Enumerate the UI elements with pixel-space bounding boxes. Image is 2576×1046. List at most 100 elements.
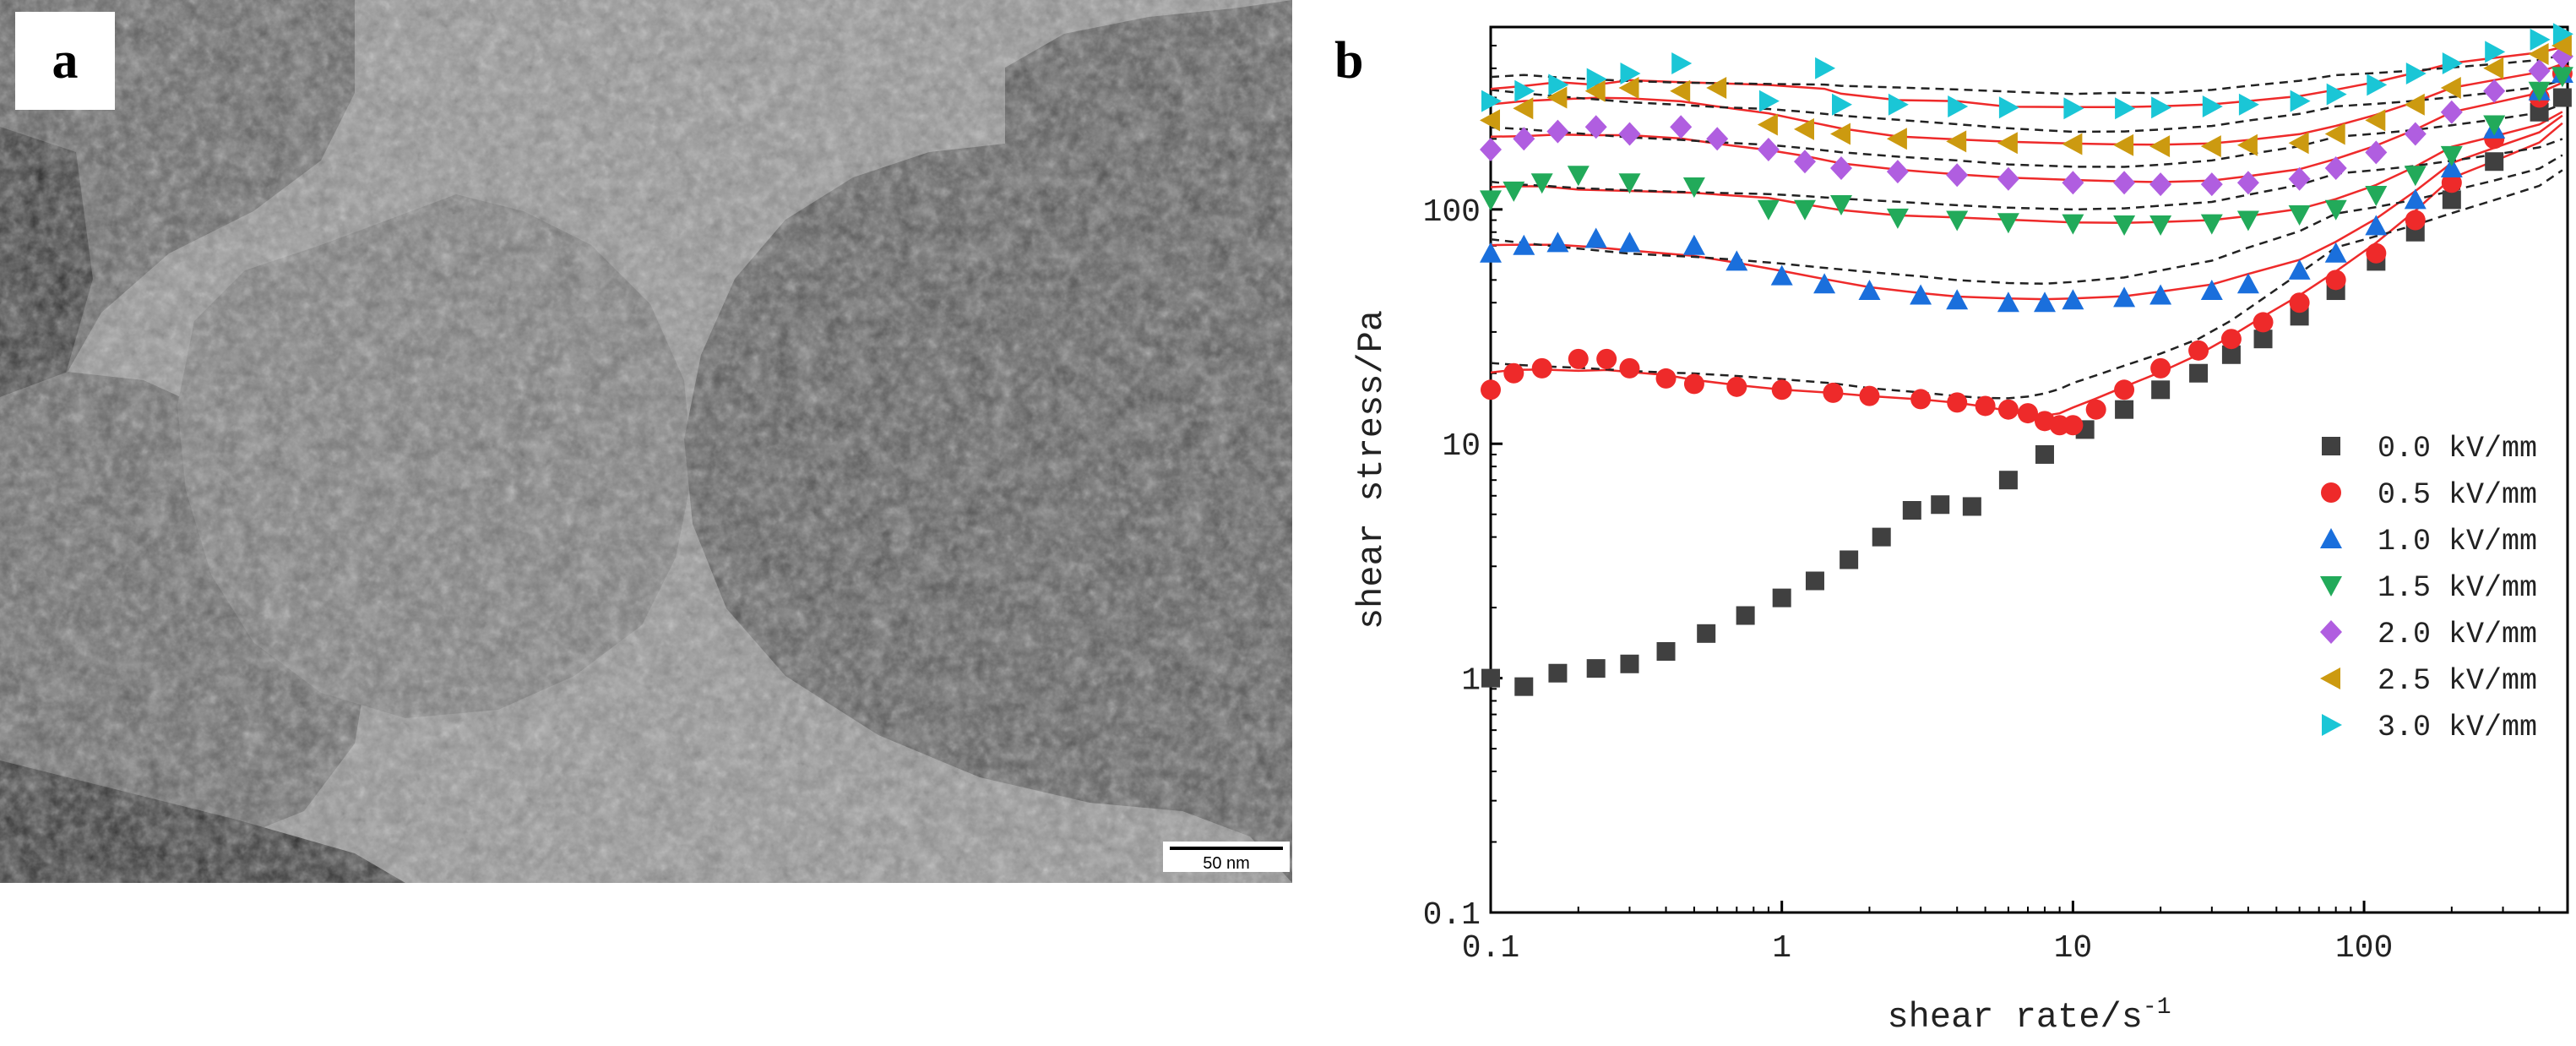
series-1.5-kv <box>1480 67 2573 236</box>
data-point <box>2528 43 2549 65</box>
legend-marker <box>2321 482 2341 503</box>
data-point <box>1514 677 1534 696</box>
data-point <box>1531 357 1552 379</box>
data-point <box>1946 289 1969 310</box>
data-point <box>1736 606 1755 625</box>
data-point <box>1975 395 1996 417</box>
data-point <box>2324 199 2347 221</box>
data-point <box>1697 624 1716 643</box>
data-point <box>2326 83 2347 106</box>
tem-micrograph: a 50 nm <box>0 0 1292 883</box>
data-point <box>2200 280 2223 300</box>
x-tick-label: 0.1 <box>1462 930 1519 967</box>
shear-stress-chart: b 0.1 1 10 100 0.1 1 10 100 0.0 kV/mm 0.5 kV/mm… <box>1334 23 2573 1038</box>
fit-curve-dashed <box>1490 138 2563 211</box>
data-point <box>2149 215 2172 236</box>
data-point <box>2440 100 2463 124</box>
data-point <box>1683 373 1704 395</box>
data-point <box>2324 123 2345 145</box>
data-point <box>1682 177 1705 198</box>
plot-frame <box>1489 25 2569 914</box>
series-2.0-kv <box>1480 44 2573 197</box>
data-point <box>1618 173 1641 194</box>
data-point <box>1620 63 1641 84</box>
x-tick-label: 10 <box>2054 930 2093 967</box>
series-2.5-kv <box>1480 35 2572 158</box>
data-point <box>1813 273 1836 294</box>
data-point <box>2324 242 2347 263</box>
data-point <box>2367 74 2388 96</box>
data-point <box>1888 93 1909 116</box>
data-point <box>1770 264 1793 286</box>
data-point <box>1618 122 1641 146</box>
data-point <box>2115 400 2134 419</box>
x-axis-title-superscript: -1 <box>2143 994 2171 1021</box>
data-point <box>1586 659 1606 678</box>
data-point <box>1584 227 1607 248</box>
data-point <box>1682 234 1705 255</box>
data-point <box>2034 291 2056 313</box>
data-point <box>2035 444 2054 464</box>
data-point <box>2238 93 2259 116</box>
data-point <box>1481 90 1502 112</box>
data-point <box>2220 329 2242 350</box>
panel-b-chart: b 0.1 1 10 100 0.1 1 10 100 0.0 kV/mm 0.5 kV/mm… <box>1318 0 2576 1042</box>
data-point <box>2405 210 2426 231</box>
data-point <box>1832 93 1852 116</box>
data-point <box>2289 292 2310 313</box>
x-axis-title-text: shear rate/s <box>1887 997 2142 1038</box>
data-point <box>1886 128 1907 150</box>
data-point <box>2017 403 2038 424</box>
data-point <box>1513 127 1535 151</box>
data-point <box>1757 113 1778 136</box>
data-point <box>1948 95 1969 117</box>
data-point <box>2113 286 2136 308</box>
legend-label: 2.5 kV/mm <box>2378 664 2537 698</box>
data-point <box>2483 115 2506 136</box>
data-point <box>1757 199 1780 221</box>
data-point <box>1481 668 1500 688</box>
data-point <box>1706 77 1727 99</box>
panel-b-letter: b <box>1334 32 1363 90</box>
panel-a-letter: a <box>52 32 79 90</box>
data-point <box>1997 132 2018 155</box>
data-point <box>1858 280 1881 300</box>
data-point <box>1962 497 1981 516</box>
data-point <box>2404 166 2427 187</box>
data-point <box>2552 88 2572 107</box>
data-point <box>1670 115 1693 139</box>
data-series <box>1480 23 2573 696</box>
data-point <box>2405 63 2427 84</box>
data-point <box>2365 215 2388 236</box>
data-point <box>1771 379 1792 400</box>
data-point <box>1947 392 1968 413</box>
x-axis-title: shear rate/s-1 <box>1887 994 2171 1038</box>
data-point <box>1946 210 1969 232</box>
data-point <box>1910 389 1932 410</box>
data-point <box>1480 138 1502 161</box>
data-point <box>1503 362 1524 384</box>
legend-marker <box>2320 620 2342 644</box>
data-point <box>2366 242 2387 264</box>
data-point <box>1618 232 1641 253</box>
data-point <box>1830 195 1852 215</box>
data-point <box>2441 172 2462 193</box>
data-point <box>2200 135 2221 158</box>
panel-a-tem-image: a 50 nm <box>0 0 1292 883</box>
data-point <box>1997 166 2019 191</box>
y-tick-label: 1 <box>1461 663 1481 700</box>
fit-curve-dashed <box>1490 79 2563 133</box>
series-0.5-kv <box>1481 63 2573 436</box>
data-point <box>2202 95 2223 117</box>
data-point <box>1480 109 1500 132</box>
data-point <box>2442 190 2461 210</box>
legend-label: 0.5 kV/mm <box>2378 478 2537 512</box>
y-axis: 0.1 1 10 100 <box>1423 26 1503 934</box>
y-tick-label: 100 <box>1423 194 1481 231</box>
panel-a-letter-box <box>15 12 115 110</box>
data-point <box>1568 348 1589 369</box>
data-point <box>1584 79 1606 102</box>
data-point <box>1910 284 1932 305</box>
data-point <box>2062 415 2084 436</box>
data-point <box>2552 23 2573 46</box>
